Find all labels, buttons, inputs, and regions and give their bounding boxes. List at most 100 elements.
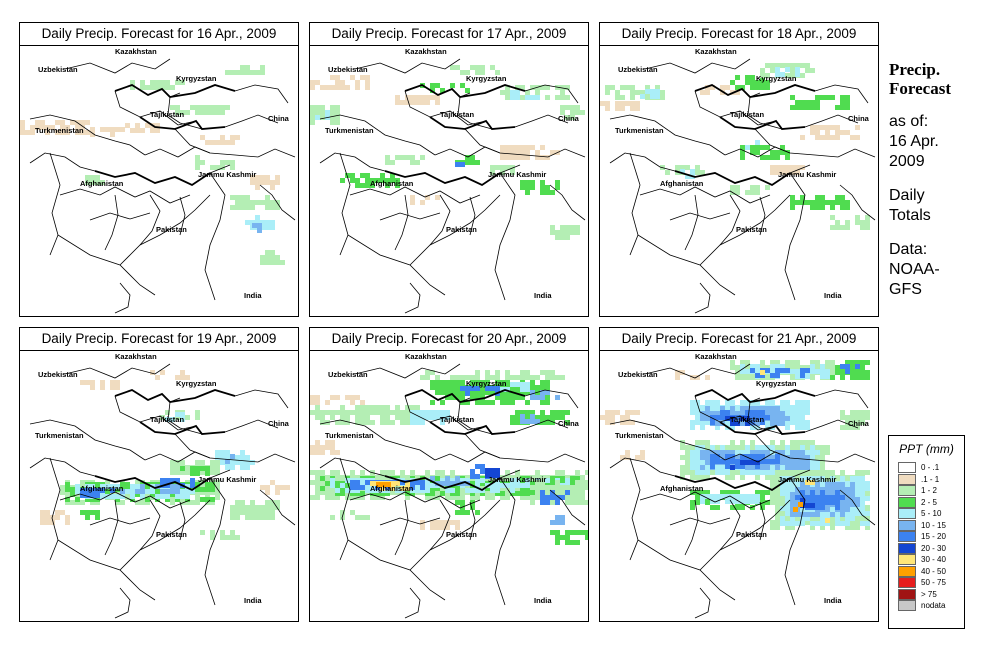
label-uzbekistan: Uzbekistan [618, 65, 658, 74]
country-borders [319, 58, 586, 314]
legend-swatch [898, 577, 916, 589]
label-jammu-kashmir: Jammu Kashmir [198, 170, 256, 179]
precip-field [310, 65, 585, 240]
legend-label: .1 - 1 [921, 474, 940, 484]
label-india: India [824, 291, 842, 300]
legend-label: 5 - 10 [921, 509, 942, 519]
legend-item: 1 - 2 [898, 485, 964, 497]
label-turkmenistan: Turkmenistan [35, 126, 84, 135]
label-tajikistan: Tajikistan [440, 415, 474, 424]
legend-label: > 75 [921, 589, 937, 599]
legend-swatch [898, 565, 916, 577]
label-jammu-kashmir: Jammu Kashmir [488, 170, 546, 179]
legend-item: nodata [898, 600, 964, 612]
label-turkmenistan: Turkmenistan [35, 431, 84, 440]
label-afghanistan: Afghanistan [80, 484, 124, 493]
legend-item: 2 - 5 [898, 496, 964, 509]
totals-note: Daily Totals [889, 187, 931, 224]
label-india: India [534, 291, 552, 300]
legend-item: 0 - .1 [898, 462, 964, 474]
label-kyrgyzstan: Kyrgyzstan [176, 379, 217, 388]
label-turkmenistan: Turkmenistan [615, 126, 664, 135]
map-area: Kazakhstan Uzbekistan Kyrgyzstan Tajikistan… [600, 350, 878, 621]
label-tajikistan: Tajikistan [730, 110, 764, 119]
panel-title: Daily Precip. Forecast for 16 Apr., 2009 [20, 23, 298, 46]
label-india: India [534, 596, 552, 605]
label-pakistan: Pakistan [446, 530, 477, 539]
label-tajikistan: Tajikistan [150, 110, 184, 119]
label-uzbekistan: Uzbekistan [328, 370, 368, 379]
legend-title: PPT (mm) [899, 442, 954, 456]
map-area: Kazakhstan Uzbekistan Kyrgyzstan Tajikistan… [600, 45, 878, 316]
forecast-info: Precip. Forecast as of: 16 Apr. 2009 Dai… [889, 60, 981, 314]
precip-field [20, 65, 285, 265]
label-afghanistan: Afghanistan [370, 484, 414, 493]
legend-label: 2 - 5 [921, 497, 938, 507]
legend-swatch [898, 519, 916, 531]
label-pakistan: Pakistan [446, 225, 477, 234]
label-afghanistan: Afghanistan [660, 179, 704, 188]
legend-label: 10 - 15 [921, 520, 946, 530]
label-uzbekistan: Uzbekistan [38, 65, 78, 74]
legend-swatch [898, 496, 916, 508]
label-jammu-kashmir: Jammu Kashmir [198, 475, 256, 484]
legend-item: 40 - 50 [898, 565, 964, 578]
data-source: Data: NOAA- GFS [889, 241, 940, 298]
label-jammu-kashmir: Jammu Kashmir [778, 475, 836, 484]
label-kyrgyzstan: Kyrgyzstan [756, 74, 797, 83]
country-borders [609, 58, 876, 314]
label-afghanistan: Afghanistan [80, 179, 124, 188]
label-kyrgyzstan: Kyrgyzstan [756, 379, 797, 388]
panel-title: Daily Precip. Forecast for 21 Apr., 2009 [600, 328, 878, 351]
label-tajikistan: Tajikistan [440, 110, 474, 119]
forecast-panel-21apr: Daily Precip. Forecast for 21 Apr., 2009… [599, 327, 879, 622]
label-pakistan: Pakistan [156, 530, 187, 539]
legend-swatch [898, 542, 916, 554]
label-china: China [268, 419, 290, 428]
legend-item: 10 - 15 [898, 519, 964, 532]
label-kazakhstan: Kazakhstan [405, 47, 447, 56]
label-pakistan: Pakistan [736, 225, 767, 234]
forecast-panel-20apr: Daily Precip. Forecast for 20 Apr., 2009… [309, 327, 589, 622]
panel-title: Daily Precip. Forecast for 19 Apr., 2009 [20, 328, 298, 351]
label-kazakhstan: Kazakhstan [115, 352, 157, 361]
label-turkmenistan: Turkmenistan [325, 431, 374, 440]
forecast-panel-19apr: Daily Precip. Forecast for 19 Apr., 2009… [19, 327, 299, 622]
country-borders [609, 363, 876, 619]
label-kyrgyzstan: Kyrgyzstan [466, 74, 507, 83]
label-kazakhstan: Kazakhstan [695, 47, 737, 56]
forecast-panel-18apr: Daily Precip. Forecast for 18 Apr., 2009… [599, 22, 879, 317]
legend-label: 1 - 2 [921, 486, 938, 496]
as-of-date: as of: 16 Apr. 2009 [889, 113, 939, 170]
legend-swatch [898, 531, 916, 543]
legend-item: 30 - 40 [898, 554, 964, 566]
legend-label: 30 - 40 [921, 555, 946, 565]
legend-swatch [898, 473, 916, 485]
legend-swatch [898, 588, 916, 600]
forecast-panel-16apr: Daily Precip. Forecast for 16 Apr., 2009… [19, 22, 299, 317]
label-china: China [558, 419, 580, 428]
legend-item: 15 - 20 [898, 531, 964, 543]
legend-swatch [898, 462, 916, 474]
label-kyrgyzstan: Kyrgyzstan [466, 379, 507, 388]
legend-label: 50 - 75 [921, 578, 946, 588]
label-china: China [268, 114, 290, 123]
map-area: Kazakhstan Uzbekistan Kyrgyzstan Tajikistan… [20, 45, 298, 316]
label-india: India [824, 596, 842, 605]
country-borders [319, 363, 586, 619]
legend-item: 5 - 10 [898, 508, 964, 520]
label-kyrgyzstan: Kyrgyzstan [176, 74, 217, 83]
label-uzbekistan: Uzbekistan [618, 370, 658, 379]
legend-item: > 75 [898, 588, 964, 601]
legend-item: 50 - 75 [898, 577, 964, 589]
legend-label: 15 - 20 [921, 532, 946, 542]
legend-label: 20 - 30 [921, 543, 946, 553]
label-turkmenistan: Turkmenistan [615, 431, 664, 440]
label-jammu-kashmir: Jammu Kashmir [488, 475, 546, 484]
legend-label: nodata [921, 601, 946, 611]
label-afghanistan: Afghanistan [660, 484, 704, 493]
legend-swatch [898, 600, 916, 612]
sidebar-heading: Precip. Forecast [889, 60, 951, 98]
label-china: China [848, 114, 870, 123]
